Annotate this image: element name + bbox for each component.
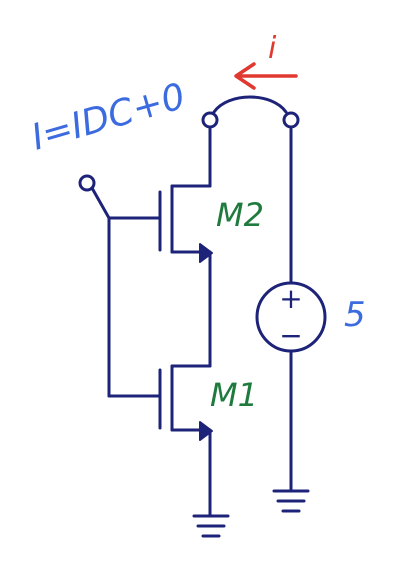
transistor-m1 [158,364,213,441]
voltage-source-minus: − [279,319,302,352]
current-arrow-label: i [268,31,277,66]
current-equation: I=IDC+0 [27,76,190,159]
current-arrow [234,62,298,90]
voltage-source-plus: + [279,282,302,315]
ground-symbol-right [272,489,310,513]
gate-input-wire [90,186,111,220]
gate-bus-wire [107,216,162,398]
terminal-left [201,111,219,129]
transistor-m2-label: M2 [216,196,264,234]
transistor-m2 [158,125,213,263]
voltage-source-label: 5 [344,295,366,335]
ground-symbol-left [192,514,230,538]
terminal-link-wire [212,95,288,114]
transistor-m1-label: M1 [210,376,258,414]
gate-input-terminal [78,174,96,192]
terminal-right [282,111,300,129]
